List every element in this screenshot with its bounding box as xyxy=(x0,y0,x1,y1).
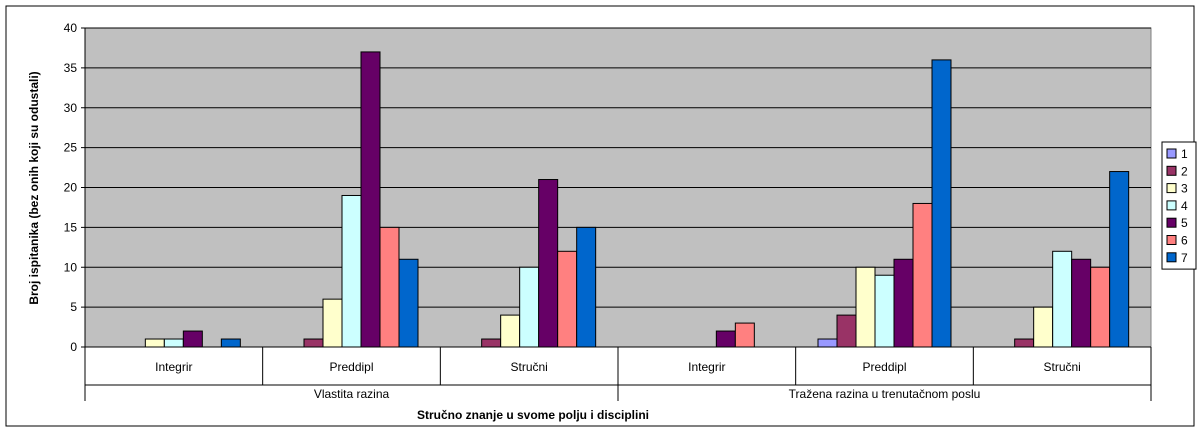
bar xyxy=(817,338,838,348)
bar xyxy=(220,338,241,348)
bar xyxy=(734,322,755,348)
legend-swatch xyxy=(1166,165,1177,176)
bar xyxy=(912,202,933,348)
legend-label: 6 xyxy=(1181,234,1188,248)
bar xyxy=(481,338,502,348)
legend-label: 5 xyxy=(1181,216,1188,230)
bar xyxy=(855,266,876,348)
bar xyxy=(1071,258,1092,348)
x-axis-label: Stručno znanje u svome polju i disciplin… xyxy=(417,408,649,422)
legend-label: 2 xyxy=(1181,164,1188,178)
bar xyxy=(1090,266,1111,348)
y-tick-label: 10 xyxy=(64,260,78,274)
y-tick-label: 40 xyxy=(64,21,78,35)
legend-swatch xyxy=(1166,217,1177,228)
bar xyxy=(519,266,540,348)
group-label: Vlastita razina xyxy=(314,387,390,401)
y-tick-label: 15 xyxy=(64,220,78,234)
bar xyxy=(557,250,578,348)
category-label: Stručni xyxy=(1043,360,1080,374)
legend-swatch xyxy=(1166,252,1177,263)
y-tick-label: 30 xyxy=(64,101,78,115)
legend-label: 7 xyxy=(1181,251,1188,265)
bar xyxy=(379,226,400,348)
group-label: Tražena razina u trenutačnom poslu xyxy=(789,387,981,401)
y-tick-label: 35 xyxy=(64,61,78,75)
legend-label: 4 xyxy=(1181,199,1188,213)
y-tick-label: 5 xyxy=(70,300,77,314)
category-label: Integrir xyxy=(155,360,192,374)
y-tick-label: 0 xyxy=(70,340,77,354)
bar xyxy=(1033,306,1054,348)
bar xyxy=(874,274,895,348)
bar xyxy=(360,51,381,348)
legend: 1 2 3 4 5 6 7 xyxy=(1161,141,1197,270)
bar xyxy=(398,258,419,348)
bar xyxy=(538,179,559,348)
bar xyxy=(322,298,343,348)
category-label: Preddipl xyxy=(329,360,373,374)
bar xyxy=(1109,171,1130,348)
legend-label: 1 xyxy=(1181,147,1188,161)
legend-swatch xyxy=(1166,200,1177,211)
bar xyxy=(303,338,324,348)
bar xyxy=(163,338,184,348)
bar xyxy=(1014,338,1035,348)
bar xyxy=(341,194,362,348)
category-label: Preddipl xyxy=(862,360,906,374)
category-label: Stručni xyxy=(510,360,547,374)
legend-swatch xyxy=(1166,183,1177,194)
bar xyxy=(576,226,597,348)
bar xyxy=(182,330,203,348)
legend-label: 3 xyxy=(1181,182,1188,196)
bar xyxy=(715,330,736,348)
bar xyxy=(144,338,165,348)
bar xyxy=(836,314,857,348)
legend-swatch xyxy=(1166,235,1177,245)
legend-swatch xyxy=(1166,148,1177,159)
bar xyxy=(1052,250,1073,348)
category-label: Integrir xyxy=(688,360,725,374)
bar xyxy=(500,314,521,348)
y-tick-label: 25 xyxy=(64,141,78,155)
y-tick-label: 20 xyxy=(64,181,78,195)
bar xyxy=(893,258,914,348)
bar xyxy=(931,59,952,348)
y-axis-label: Broj ispitanika (bez onih koji su odusta… xyxy=(27,71,41,304)
